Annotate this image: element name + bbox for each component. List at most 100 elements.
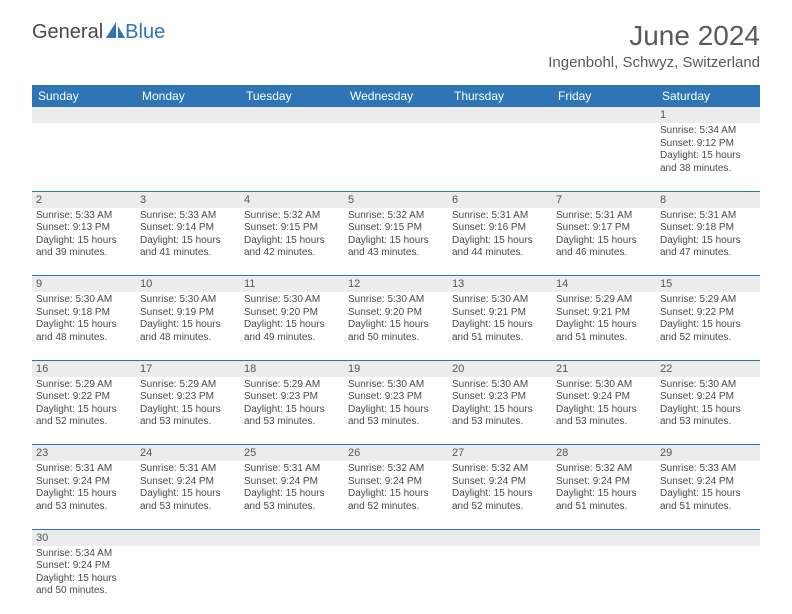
sunrise-text: Sunrise: 5:31 AM bbox=[452, 210, 548, 223]
sunset-text: Sunset: 9:22 PM bbox=[36, 391, 132, 404]
day-number-row: 23242526272829 bbox=[32, 445, 760, 462]
day-cell: Sunrise: 5:30 AMSunset: 9:24 PMDaylight:… bbox=[656, 377, 760, 445]
day1-text: Daylight: 15 hours bbox=[452, 488, 548, 501]
sunrise-text: Sunrise: 5:31 AM bbox=[244, 463, 340, 476]
day2-text: and 43 minutes. bbox=[348, 247, 444, 260]
calendar-table: Sunday Monday Tuesday Wednesday Thursday… bbox=[32, 85, 760, 614]
day-number: 4 bbox=[240, 191, 344, 208]
day-number: 23 bbox=[32, 445, 136, 462]
day1-text: Daylight: 15 hours bbox=[556, 319, 652, 332]
day-header: Tuesday bbox=[240, 85, 344, 107]
day-cell: Sunrise: 5:30 AMSunset: 9:20 PMDaylight:… bbox=[344, 292, 448, 360]
sunset-text: Sunset: 9:24 PM bbox=[556, 391, 652, 404]
day-number bbox=[448, 529, 552, 546]
sunrise-text: Sunrise: 5:30 AM bbox=[348, 379, 444, 392]
title-block: June 2024 Ingenbohl, Schwyz, Switzerland bbox=[548, 20, 760, 71]
day-cell bbox=[656, 546, 760, 614]
day-number: 17 bbox=[136, 360, 240, 377]
day1-text: Daylight: 15 hours bbox=[244, 319, 340, 332]
sunrise-text: Sunrise: 5:34 AM bbox=[660, 125, 756, 138]
sunrise-text: Sunrise: 5:31 AM bbox=[660, 210, 756, 223]
sunset-text: Sunset: 9:18 PM bbox=[660, 222, 756, 235]
day-number: 6 bbox=[448, 191, 552, 208]
day-cell: Sunrise: 5:29 AMSunset: 9:23 PMDaylight:… bbox=[240, 377, 344, 445]
day-cell bbox=[448, 546, 552, 614]
day-number-row: 16171819202122 bbox=[32, 360, 760, 377]
day2-text: and 39 minutes. bbox=[36, 247, 132, 260]
day-number: 9 bbox=[32, 276, 136, 293]
sunset-text: Sunset: 9:15 PM bbox=[348, 222, 444, 235]
sunrise-text: Sunrise: 5:29 AM bbox=[140, 379, 236, 392]
day2-text: and 53 minutes. bbox=[452, 416, 548, 429]
day1-text: Daylight: 15 hours bbox=[140, 235, 236, 248]
sunrise-text: Sunrise: 5:32 AM bbox=[452, 463, 548, 476]
sunset-text: Sunset: 9:20 PM bbox=[244, 307, 340, 320]
day-cell: Sunrise: 5:30 AMSunset: 9:23 PMDaylight:… bbox=[344, 377, 448, 445]
day-number: 10 bbox=[136, 276, 240, 293]
day2-text: and 53 minutes. bbox=[660, 416, 756, 429]
day-number: 20 bbox=[448, 360, 552, 377]
sunrise-text: Sunrise: 5:30 AM bbox=[348, 294, 444, 307]
day1-text: Daylight: 15 hours bbox=[348, 488, 444, 501]
day1-text: Daylight: 15 hours bbox=[348, 404, 444, 417]
sunset-text: Sunset: 9:16 PM bbox=[452, 222, 548, 235]
header: General Blue June 2024 Ingenbohl, Schwyz… bbox=[0, 0, 792, 79]
day-number-row: 2345678 bbox=[32, 191, 760, 208]
sunset-text: Sunset: 9:19 PM bbox=[140, 307, 236, 320]
day2-text: and 51 minutes. bbox=[556, 332, 652, 345]
day2-text: and 52 minutes. bbox=[660, 332, 756, 345]
sunrise-text: Sunrise: 5:34 AM bbox=[36, 548, 132, 561]
day-number: 8 bbox=[656, 191, 760, 208]
day1-text: Daylight: 15 hours bbox=[556, 235, 652, 248]
day2-text: and 51 minutes. bbox=[556, 501, 652, 514]
day-cell: Sunrise: 5:33 AMSunset: 9:14 PMDaylight:… bbox=[136, 208, 240, 276]
day-number: 28 bbox=[552, 445, 656, 462]
sunset-text: Sunset: 9:23 PM bbox=[348, 391, 444, 404]
day-number: 16 bbox=[32, 360, 136, 377]
day-number bbox=[240, 107, 344, 123]
sunset-text: Sunset: 9:13 PM bbox=[36, 222, 132, 235]
sunset-text: Sunset: 9:24 PM bbox=[556, 476, 652, 489]
sunrise-text: Sunrise: 5:31 AM bbox=[556, 210, 652, 223]
sunset-text: Sunset: 9:24 PM bbox=[660, 391, 756, 404]
day-number bbox=[656, 529, 760, 546]
day2-text: and 53 minutes. bbox=[348, 416, 444, 429]
sunrise-text: Sunrise: 5:32 AM bbox=[556, 463, 652, 476]
day2-text: and 51 minutes. bbox=[660, 501, 756, 514]
sunrise-text: Sunrise: 5:30 AM bbox=[452, 379, 548, 392]
day-number bbox=[552, 107, 656, 123]
week-row: Sunrise: 5:34 AMSunset: 9:24 PMDaylight:… bbox=[32, 546, 760, 614]
sunset-text: Sunset: 9:23 PM bbox=[244, 391, 340, 404]
day-number: 18 bbox=[240, 360, 344, 377]
day2-text: and 41 minutes. bbox=[140, 247, 236, 260]
day1-text: Daylight: 15 hours bbox=[244, 404, 340, 417]
sunset-text: Sunset: 9:23 PM bbox=[140, 391, 236, 404]
sunset-text: Sunset: 9:23 PM bbox=[452, 391, 548, 404]
day1-text: Daylight: 15 hours bbox=[660, 488, 756, 501]
day1-text: Daylight: 15 hours bbox=[140, 404, 236, 417]
day-cell bbox=[136, 123, 240, 191]
day2-text: and 53 minutes. bbox=[140, 501, 236, 514]
day-cell: Sunrise: 5:30 AMSunset: 9:20 PMDaylight:… bbox=[240, 292, 344, 360]
day-number: 21 bbox=[552, 360, 656, 377]
day2-text: and 53 minutes. bbox=[244, 501, 340, 514]
day-cell: Sunrise: 5:30 AMSunset: 9:23 PMDaylight:… bbox=[448, 377, 552, 445]
day2-text: and 38 minutes. bbox=[660, 163, 756, 176]
day-header-row: Sunday Monday Tuesday Wednesday Thursday… bbox=[32, 85, 760, 107]
day2-text: and 52 minutes. bbox=[348, 501, 444, 514]
day-number: 24 bbox=[136, 445, 240, 462]
day-number: 22 bbox=[656, 360, 760, 377]
day-cell: Sunrise: 5:29 AMSunset: 9:21 PMDaylight:… bbox=[552, 292, 656, 360]
day1-text: Daylight: 15 hours bbox=[36, 319, 132, 332]
day1-text: Daylight: 15 hours bbox=[140, 319, 236, 332]
week-row: Sunrise: 5:29 AM Sunset: 9:22 PM Daylight:… bbox=[32, 377, 760, 445]
sunrise-text: Sunrise: 5:29 AM bbox=[244, 379, 340, 392]
sunrise-text: Sunrise: 5:30 AM bbox=[556, 379, 652, 392]
day-number bbox=[136, 529, 240, 546]
day-cell bbox=[552, 546, 656, 614]
day-cell: Sunrise: 5:29 AMSunset: 9:22 PMDaylight:… bbox=[32, 377, 136, 445]
day-header: Saturday bbox=[656, 85, 760, 107]
sunrise-text: Sunrise: 5:30 AM bbox=[36, 294, 132, 307]
day-number: 30 bbox=[32, 529, 136, 546]
day-number bbox=[448, 107, 552, 123]
